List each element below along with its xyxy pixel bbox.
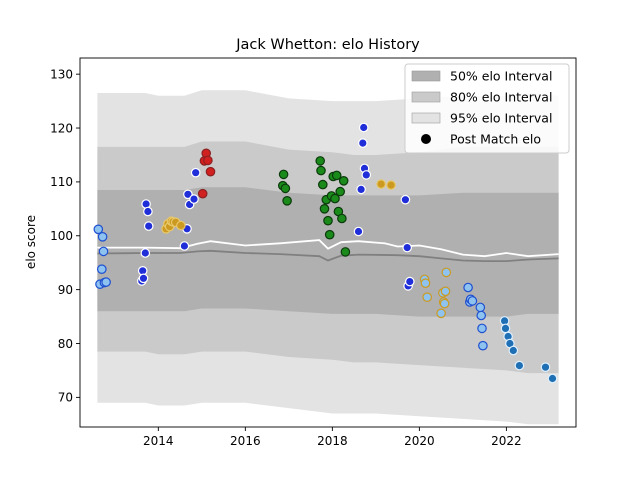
data-point (197, 188, 208, 199)
data-point (183, 189, 193, 200)
data-point (420, 278, 431, 288)
data-point (190, 167, 201, 178)
post-match-points (93, 122, 558, 384)
data-point (179, 241, 190, 251)
legend-swatch (411, 112, 441, 124)
data-point (478, 340, 488, 351)
data-point (463, 282, 473, 293)
y-tick-label: 80 (58, 337, 73, 351)
x-tick-label: 2020 (404, 434, 435, 448)
legend-label: Post Match elo (450, 132, 541, 147)
legend-label: 50% elo Interval (450, 69, 552, 84)
data-point (422, 292, 432, 302)
legend: 50% elo Interval 80% elo Interval 95% elo … (404, 63, 570, 154)
data-point (439, 298, 450, 309)
y-tick-label: 70 (58, 391, 73, 405)
legend-swatch (411, 70, 441, 82)
y-tick-label: 120 (50, 121, 73, 135)
data-point (143, 221, 154, 231)
x-tick-label: 2018 (317, 434, 348, 448)
legend-box (404, 63, 570, 154)
data-point (335, 186, 345, 197)
data-point (101, 277, 111, 287)
data-point (337, 213, 347, 224)
data-point (400, 194, 411, 205)
data-point (357, 138, 368, 148)
mean-line (97, 239, 559, 258)
legend-marker (421, 134, 431, 144)
data-point (93, 224, 104, 235)
data-point (514, 360, 525, 371)
data-point (467, 296, 478, 306)
data-point (353, 226, 364, 237)
data-point (143, 206, 153, 217)
data-point (477, 323, 487, 334)
band-50-percent (97, 187, 559, 317)
data-point (331, 170, 342, 181)
legend-items: 50% elo Interval 80% elo Interval 95% elo … (411, 69, 552, 147)
data-point (323, 215, 333, 226)
y-tick-label: 130 (50, 67, 73, 81)
data-point (319, 204, 330, 214)
data-point (440, 286, 451, 297)
x-tick-label: 2022 (491, 434, 522, 448)
data-point (140, 248, 151, 258)
data-point (356, 184, 366, 195)
data-point (361, 170, 372, 180)
data-point (317, 179, 328, 190)
y-tick-label: 100 (50, 229, 73, 243)
data-point (205, 166, 216, 177)
data-point (280, 183, 291, 194)
data-point (340, 247, 351, 257)
data-point (278, 169, 289, 180)
x-tick-label: 2014 (143, 434, 174, 448)
data-point (376, 179, 386, 189)
plot-frame (79, 57, 577, 428)
data-point (330, 193, 340, 204)
y-tick-label: 90 (58, 283, 73, 297)
median-line (97, 249, 559, 263)
data-point (98, 246, 109, 257)
data-point (282, 196, 292, 206)
data-point (189, 194, 199, 204)
chart-title: Jack Whetton: elo History (235, 37, 420, 53)
legend-label: 95% elo Interval (450, 111, 552, 126)
data-point (508, 345, 519, 356)
data-point (475, 302, 486, 313)
data-point (476, 310, 486, 321)
data-point (500, 323, 511, 334)
y-axis: 70 80 90 100 110 120 130 (50, 67, 80, 405)
data-point (338, 176, 349, 186)
data-point (97, 232, 108, 242)
legend-swatch (411, 91, 441, 103)
x-tick-label: 2016 (230, 434, 261, 448)
y-tick-label: 110 (50, 175, 73, 189)
data-point (138, 273, 149, 284)
data-point (316, 165, 326, 176)
data-point (315, 156, 325, 166)
data-point (203, 155, 213, 166)
y-axis-label: elo score (24, 215, 38, 269)
data-point (358, 122, 369, 133)
data-point (97, 264, 107, 274)
legend-label: 80% elo Interval (450, 90, 552, 105)
data-point (324, 229, 335, 240)
data-point (441, 267, 452, 278)
data-point (547, 373, 558, 384)
data-point (176, 220, 186, 231)
data-point (402, 242, 412, 253)
plot-area (93, 90, 559, 425)
data-point (436, 308, 446, 319)
data-point (404, 276, 415, 287)
x-axis: 2014 2016 2018 2020 2022 (143, 427, 522, 448)
data-point (540, 362, 551, 372)
data-point (386, 180, 396, 190)
